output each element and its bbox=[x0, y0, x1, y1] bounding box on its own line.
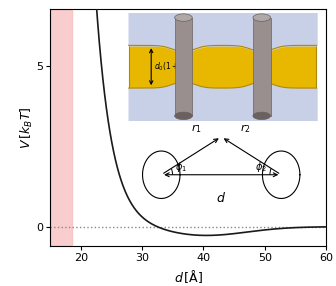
X-axis label: $d\,[\mathrm{\AA}]$: $d\,[\mathrm{\AA}]$ bbox=[174, 269, 203, 285]
Bar bbox=[50, 9, 72, 246]
Y-axis label: $V\,[k_BT]$: $V\,[k_BT]$ bbox=[19, 106, 35, 148]
